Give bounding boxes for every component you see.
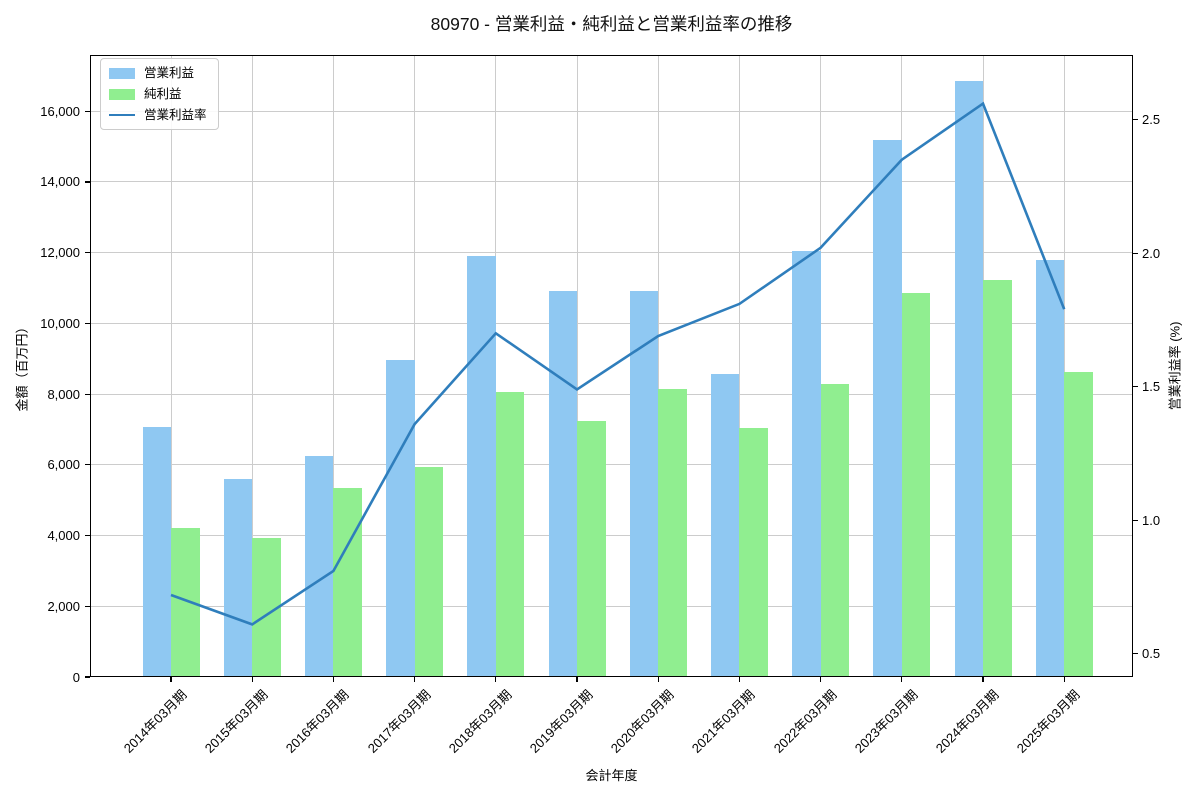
h-gridline (90, 181, 1133, 183)
bar-営業利益-2014年03月期 (142, 426, 171, 677)
y-tick-label-right: 2.5 (1142, 112, 1161, 128)
y-tick-left (85, 534, 90, 537)
h-gridline (90, 535, 1133, 537)
legend-item-operating-margin: 営業利益率 (109, 108, 207, 122)
y-tick-label-left: 16,000 (40, 103, 80, 119)
legend-label: 営業利益率 (144, 108, 207, 122)
y-tick-label-right: 0.5 (1142, 646, 1161, 662)
bar-営業利益-2021年03月期 (710, 373, 740, 677)
bar-営業利益-2025年03月期 (1035, 260, 1065, 677)
chart-title: 80970 - 営業利益・純利益と営業利益率の推移 (430, 14, 793, 34)
legend-swatch-bar-green-icon (109, 88, 135, 100)
y-tick-label-left: 2,000 (47, 598, 80, 614)
y-tick-label-left: 12,000 (40, 245, 80, 261)
bar-営業利益-2022年03月期 (792, 250, 821, 677)
bar-営業利益-2023年03月期 (873, 140, 902, 677)
h-gridline (90, 322, 1133, 324)
legend-label: 純利益 (144, 87, 182, 101)
x-tick (982, 677, 984, 682)
h-gridline (90, 252, 1133, 254)
y-axis-title-left: 金額（百万円） (14, 320, 30, 412)
y-tick-right (1133, 653, 1138, 655)
y-tick-left (85, 605, 90, 607)
x-tick (901, 677, 903, 682)
y-tick-left (85, 464, 90, 466)
legend-label: 営業利益 (144, 66, 195, 80)
legend-item-operating-profit: 営業利益 (109, 66, 207, 80)
bar-純利益-2020年03月期 (658, 389, 687, 677)
y-tick-right (1133, 519, 1138, 521)
h-gridline (90, 110, 1133, 112)
bar-営業利益-2024年03月期 (954, 81, 983, 677)
y-tick-label-left: 0 (72, 669, 80, 685)
y-tick-left (85, 676, 90, 678)
bar-営業利益-2016年03月期 (304, 456, 334, 677)
v-gridline (495, 55, 497, 677)
x-axis-title: 会計年度 (585, 768, 638, 783)
bar-純利益-2025年03月期 (1064, 371, 1093, 677)
y-tick-label-left: 4,000 (47, 528, 80, 544)
v-gridline (414, 55, 416, 677)
bar-純利益-2016年03月期 (333, 487, 362, 677)
v-gridline (738, 55, 740, 677)
y-tick-right (1133, 386, 1138, 388)
y-tick-left (85, 110, 90, 112)
x-tick (332, 677, 334, 682)
y-tick-label-left: 8,000 (47, 386, 80, 402)
bar-営業利益-2015年03月期 (223, 479, 253, 677)
bar-営業利益-2020年03月期 (629, 291, 659, 677)
y-tick-label-left: 10,000 (40, 315, 80, 331)
bar-営業利益-2018年03月期 (467, 256, 496, 677)
v-gridline (332, 55, 334, 677)
bar-純利益-2018年03月期 (495, 391, 525, 677)
bar-純利益-2021年03月期 (739, 428, 768, 677)
x-tick (495, 677, 497, 682)
x-tick (251, 677, 253, 682)
plot-area (90, 55, 1133, 677)
y-tick-label-right: 1.5 (1142, 379, 1161, 395)
bar-純利益-2022年03月期 (820, 383, 850, 677)
legend-item-net-profit: 純利益 (109, 87, 207, 101)
x-tick (576, 677, 578, 682)
bar-純利益-2024年03月期 (983, 280, 1012, 677)
bar-純利益-2023年03月期 (901, 292, 931, 677)
y-tick-label-left: 6,000 (47, 457, 80, 473)
y-tick-right (1133, 252, 1138, 254)
bar-営業利益-2017年03月期 (386, 360, 415, 677)
legend-swatch-bar-blue-icon (109, 67, 135, 79)
bar-純利益-2017年03月期 (414, 466, 444, 677)
v-gridline (820, 55, 822, 677)
x-tick (657, 677, 659, 682)
y-tick-right (1133, 119, 1138, 121)
v-gridline (170, 55, 172, 677)
bar-営業利益-2019年03月期 (548, 291, 577, 677)
x-tick (738, 677, 740, 682)
v-gridline (657, 55, 659, 677)
y-tick-label-left: 14,000 (40, 174, 80, 190)
y-tick-left (85, 393, 90, 395)
x-tick (170, 677, 172, 682)
h-gridline (90, 393, 1133, 395)
y-axis-title-right: 営業利益率 (%) (1167, 321, 1183, 411)
x-tick (414, 677, 416, 682)
h-gridline (90, 464, 1133, 466)
v-gridline (576, 55, 578, 677)
y-tick-left (85, 322, 90, 324)
x-tick (1063, 677, 1065, 682)
bar-純利益-2019年03月期 (577, 421, 606, 677)
legend-swatch-line-icon (109, 113, 135, 117)
v-gridline (251, 55, 253, 677)
y-tick-left (85, 181, 90, 183)
h-gridline (90, 605, 1133, 607)
rate-line (170, 101, 1066, 626)
legend: 営業利益 純利益 営業利益率 (100, 58, 219, 130)
x-tick (820, 677, 822, 682)
y-tick-label-right: 1.0 (1142, 512, 1161, 528)
rate-line-layer (170, 101, 1066, 626)
y-tick-label-right: 2.0 (1142, 245, 1161, 261)
v-gridline (1063, 55, 1065, 677)
y-tick-left (85, 252, 90, 254)
